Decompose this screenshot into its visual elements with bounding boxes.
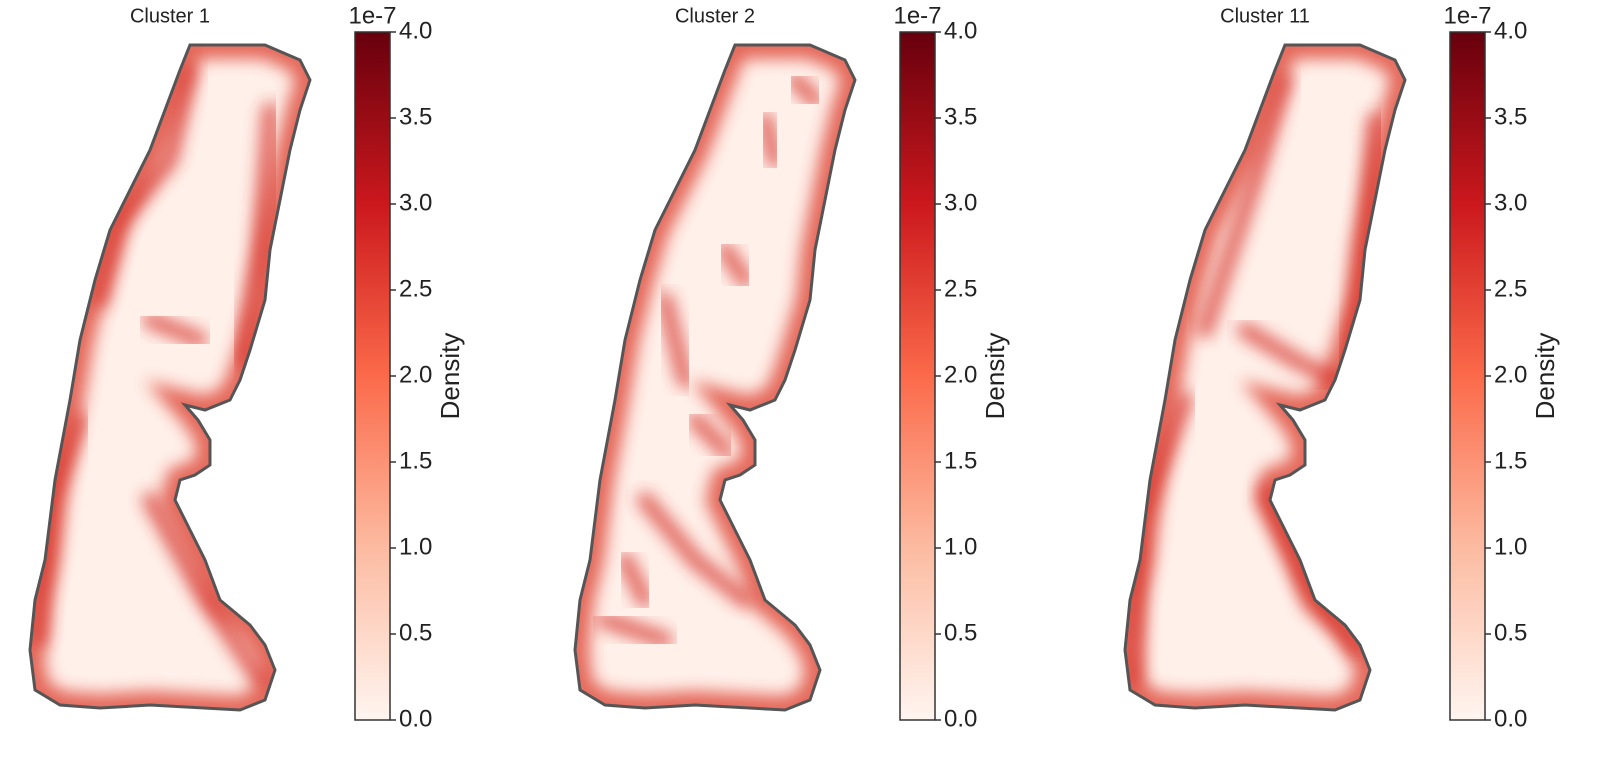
panel: Cluster 2 0.0 0.5 1.0 1.5 2.0 2.5 3.0 3.5 4.01e-7… <box>573 2 1010 732</box>
density-field <box>30 45 310 710</box>
colorbar-tick-label: 3.0 <box>399 189 432 216</box>
colorbar-tick-label: 2.0 <box>399 361 432 388</box>
colorbar-tick-label: 2.5 <box>399 275 432 302</box>
colorbar <box>1449 31 1486 721</box>
colorbar-offset: 1e-7 <box>348 2 396 29</box>
density-blob <box>757 112 783 168</box>
colorbar-tick-label: 2.5 <box>1494 275 1527 302</box>
panel: Cluster 11 0.0 0.5 1.0 1.5 2.0 2.5 3.0 3.5 4.01e-… <box>1123 2 1560 732</box>
colorbar-tick-label: 1.5 <box>399 447 432 474</box>
panel-title: Cluster 2 <box>675 5 755 27</box>
colorbar-tick-label: 3.5 <box>399 103 432 130</box>
colorbar-tick-label: 2.0 <box>944 361 977 388</box>
density-blob <box>232 102 278 368</box>
colorbar-tick-label: 4.0 <box>399 17 432 44</box>
colorbar <box>899 31 936 721</box>
colorbar-label: Density <box>1530 333 1560 420</box>
density-blob <box>657 292 693 388</box>
map-fill <box>575 45 855 710</box>
colorbar-tick-label: 3.5 <box>944 103 977 130</box>
panel: Cluster 1 0.0 0.5 1.0 1.5 2.0 2.5 3.0 3.5 4.01e-7… <box>28 2 465 732</box>
colorbar-tick-label: 0.0 <box>944 705 977 732</box>
colorbar-tick-label: 3.0 <box>1494 189 1527 216</box>
colorbar-tick-label: 1.0 <box>399 533 432 560</box>
density-blob <box>687 412 733 458</box>
colorbar-label: Density <box>435 333 465 420</box>
density-field <box>575 45 855 710</box>
density-blob <box>617 552 653 608</box>
panel-title: Cluster 1 <box>130 5 210 27</box>
colorbar-tick-label: 0.5 <box>944 619 977 646</box>
colorbar-tick-label: 0.0 <box>1494 705 1527 732</box>
density-blob <box>637 492 753 608</box>
colorbar-tick-label: 0.0 <box>399 705 432 732</box>
colorbar-tick-label: 1.5 <box>944 447 977 474</box>
colorbar <box>354 31 391 721</box>
density-blob <box>142 312 208 348</box>
colorbar-tick-label: 1.0 <box>944 533 977 560</box>
colorbar-tick-label: 4.0 <box>944 17 977 44</box>
colorbar-tick-label: 0.5 <box>1494 619 1527 646</box>
density-blob <box>142 492 268 688</box>
colorbar-tick-label: 3.5 <box>1494 103 1527 130</box>
colorbar-offset: 1e-7 <box>1443 2 1491 29</box>
colorbar-label: Density <box>980 333 1010 420</box>
density-blob <box>717 242 753 288</box>
colorbar-tick-label: 0.5 <box>399 619 432 646</box>
colorbar-tick-label: 2.5 <box>944 275 977 302</box>
colorbar-tick-label: 3.0 <box>944 189 977 216</box>
density-blob <box>597 612 673 648</box>
density-blob <box>1237 322 1343 388</box>
density-blob <box>1197 72 1293 338</box>
density-blob <box>787 72 823 108</box>
panel-title: Cluster 11 <box>1220 5 1310 27</box>
colorbar-tick-label: 1.5 <box>1494 447 1527 474</box>
colorbar-offset: 1e-7 <box>893 2 941 29</box>
colorbar-tick-label: 1.0 <box>1494 533 1527 560</box>
density-blob <box>92 62 198 308</box>
colorbar-tick-label: 4.0 <box>1494 17 1527 44</box>
colorbar-tick-label: 2.0 <box>1494 361 1527 388</box>
